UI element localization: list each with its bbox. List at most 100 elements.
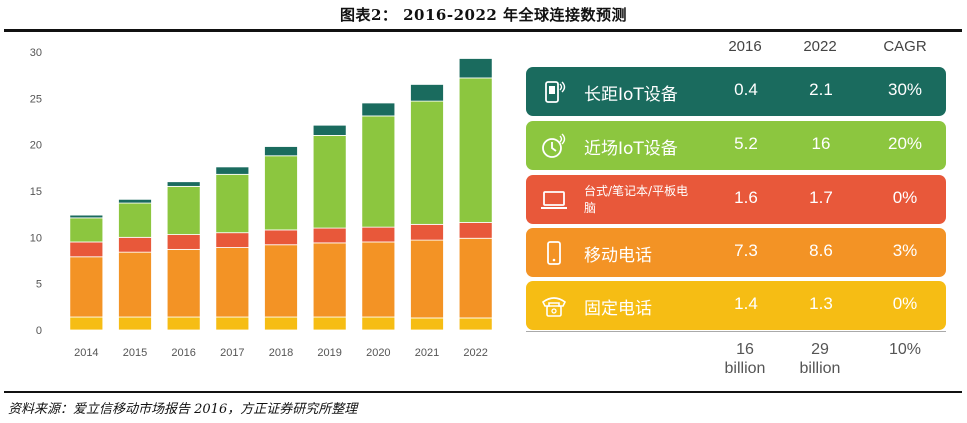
bar-segment (264, 316, 298, 331)
figure-source: 资料来源：爱立信移动市场报告 2016，方正证券研究所整理 (8, 402, 358, 417)
value-cagr: 20% (887, 134, 923, 153)
bar-segment (69, 316, 104, 331)
bar-segment (361, 241, 396, 318)
row-computers: 台式/笔记本/平板电脑 1.6 1.7 0% (526, 175, 946, 224)
row-label: 近场IoT设备 (584, 139, 678, 159)
bar-segment (118, 198, 152, 204)
watch-signal-icon (542, 133, 566, 158)
bar-segment (264, 229, 298, 246)
value-2016: 1.4 (734, 294, 758, 313)
bar-segment (410, 239, 444, 319)
total-2016: 16 billion (705, 340, 785, 378)
bar-segment (118, 316, 152, 331)
bar-segment (118, 251, 152, 318)
bar-segment (361, 226, 396, 243)
bar-segment (410, 317, 444, 331)
bar-segment (215, 316, 250, 331)
mobile-phone-icon (547, 241, 561, 265)
y-tick-label: 15 (30, 186, 42, 198)
bar-segment (312, 316, 347, 331)
top-rule (4, 29, 962, 32)
row-label: 长距IoT设备 (584, 85, 678, 105)
bar-segment (312, 134, 347, 229)
laptop-icon (541, 191, 567, 209)
total-2022-unit: billion (799, 360, 841, 377)
bar-segment (361, 316, 396, 331)
x-tick-label: 2015 (123, 347, 147, 359)
y-tick-label: 30 (30, 47, 42, 59)
bar-segment (215, 232, 250, 248)
bar-segment (264, 244, 298, 318)
x-tick-label: 2020 (366, 347, 390, 359)
value-cagr: 0% (892, 294, 918, 313)
bar-area (69, 58, 493, 331)
value-2016: 5.2 (734, 134, 758, 153)
totals-divider (526, 331, 946, 332)
y-tick-label: 0 (36, 325, 42, 337)
bar-segment (361, 115, 396, 228)
bar-segment (215, 166, 250, 175)
header-cagr: CAGR (883, 38, 927, 55)
header-2016: 2016 (728, 38, 762, 55)
x-tick-label: 2019 (317, 347, 341, 359)
row-mobile-phones: 移动电话 7.3 8.6 3% (526, 228, 946, 277)
header-2022: 2022 (803, 38, 837, 55)
bar-segment (118, 236, 152, 253)
row-long-range-iot: 长距IoT设备 0.4 2.1 30% (526, 67, 946, 116)
bar-segment (69, 214, 104, 219)
y-tick-label: 10 (30, 232, 42, 244)
bar-segment (166, 248, 201, 318)
value-2016: 0.4 (734, 80, 758, 99)
y-axis: 0 5 10 15 20 25 30 (30, 47, 42, 337)
bar-segment (118, 202, 152, 238)
row-label: 固定电话 (584, 299, 652, 319)
bar-segment (458, 317, 493, 331)
total-cagr: 10% (865, 340, 945, 359)
value-2022: 16 (811, 134, 831, 153)
bar-segment (361, 102, 396, 117)
total-2022: 29 billion (780, 340, 860, 378)
bar-segment (410, 84, 444, 102)
phone-signal-icon (545, 81, 566, 103)
x-axis: 2014 2015 2016 2017 2018 2019 2020 2021 2022 (74, 347, 488, 359)
x-tick-label: 2018 (269, 347, 293, 359)
total-2016-value: 16 (736, 341, 754, 358)
row-label: 移动电话 (584, 246, 652, 266)
row-landline-phones: 固定电话 1.4 1.3 0% (526, 281, 946, 330)
y-tick-label: 25 (30, 93, 42, 105)
bar-segment (264, 146, 298, 157)
bar-segment (410, 100, 444, 225)
bar-segment (69, 256, 104, 318)
row-label: 台式/笔记本/平板电脑 (584, 184, 689, 215)
x-tick-label: 2014 (74, 347, 98, 359)
bar-segment (458, 222, 493, 239)
bar-segment (215, 247, 250, 318)
total-2016-unit: billion (724, 360, 766, 377)
x-tick-label: 2016 (171, 347, 195, 359)
landline-phone-icon (541, 297, 567, 317)
bottom-rule (4, 391, 962, 393)
value-2016: 1.6 (734, 188, 758, 207)
bar-segment (166, 234, 201, 250)
bar-segment (69, 241, 104, 258)
value-2022: 1.7 (809, 188, 833, 207)
figure-title: 图表2： 2016-2022 年全球连接数预测 (339, 6, 628, 24)
value-cagr: 3% (892, 241, 918, 260)
value-2022: 2.1 (809, 80, 833, 99)
y-tick-label: 20 (30, 140, 42, 152)
value-2022: 8.6 (809, 241, 833, 260)
bar-segment (458, 237, 493, 319)
x-tick-label: 2021 (415, 347, 439, 359)
value-cagr: 30% (887, 80, 923, 99)
bar-segment (312, 124, 347, 136)
total-2022-value: 29 (811, 341, 829, 358)
row-short-range-iot: 近场IoT设备 5.2 16 20% (526, 121, 946, 170)
total-cagr-value: 10% (888, 341, 922, 358)
bar-segment (312, 227, 347, 244)
bar-segment (458, 77, 493, 223)
bar-segment (312, 242, 347, 318)
bar-segment (264, 155, 298, 231)
bar-segment (166, 316, 201, 331)
bar-segment (458, 58, 493, 79)
